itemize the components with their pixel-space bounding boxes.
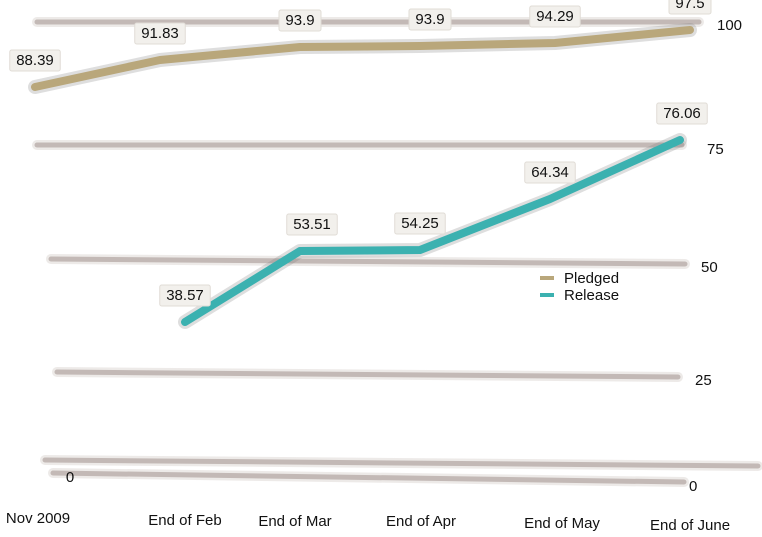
gridline	[48, 256, 688, 267]
release-data-label: 54.25	[401, 215, 439, 232]
pledged-data-label-bg	[408, 8, 452, 31]
release-data-label: 64.34	[531, 164, 569, 181]
y-tick-label: 75	[707, 141, 724, 158]
release-data-label-bg	[286, 213, 338, 236]
pledged-data-label-bg	[668, 0, 712, 15]
y-tick-label: 50	[701, 259, 718, 276]
pledged-data-label: 97.5	[675, 0, 704, 12]
gridline	[54, 369, 681, 380]
release-data-label: 53.51	[293, 216, 331, 233]
x-tick-label: End of Mar	[258, 513, 331, 530]
release-data-label: 38.57	[166, 287, 204, 304]
legend-label-pledged: Pledged	[564, 270, 619, 287]
release-data-label-bg	[656, 102, 708, 125]
y-tick-label: 0	[689, 478, 697, 495]
release-data-label-bg	[524, 161, 576, 184]
pledged-data-label: 91.83	[141, 25, 179, 42]
x-tick-label: End of May	[524, 515, 600, 532]
pledged-data-label: 93.9	[415, 11, 444, 28]
release-data-label-bg	[159, 284, 211, 307]
gridline	[50, 470, 687, 485]
pledged-data-label-bg	[9, 49, 61, 72]
x-tick-label: End of Feb	[148, 512, 221, 529]
y-tick-label: 25	[695, 372, 712, 389]
pledged-data-label: 88.39	[16, 52, 54, 69]
pledged-line	[31, 26, 694, 91]
y-tick-label: 100	[717, 17, 742, 34]
x-tick-label: End of Apr	[386, 513, 456, 530]
x-tick-label: End of June	[650, 517, 730, 534]
pledged-data-label: 94.29	[536, 8, 574, 25]
legend-label-release: Release	[564, 287, 619, 304]
release-data-label: 76.06	[663, 105, 701, 122]
pledged-data-label-bg	[278, 9, 322, 32]
pledged-data-label-bg	[529, 5, 581, 28]
zero-label: 0	[66, 469, 74, 486]
pledged-data-label-bg	[134, 22, 186, 45]
release-data-label-bg	[394, 212, 446, 235]
pledged-data-label: 93.9	[285, 12, 314, 29]
gridline	[42, 457, 761, 469]
x-tick-label: Nov 2009	[6, 510, 70, 527]
release-line	[181, 136, 684, 326]
